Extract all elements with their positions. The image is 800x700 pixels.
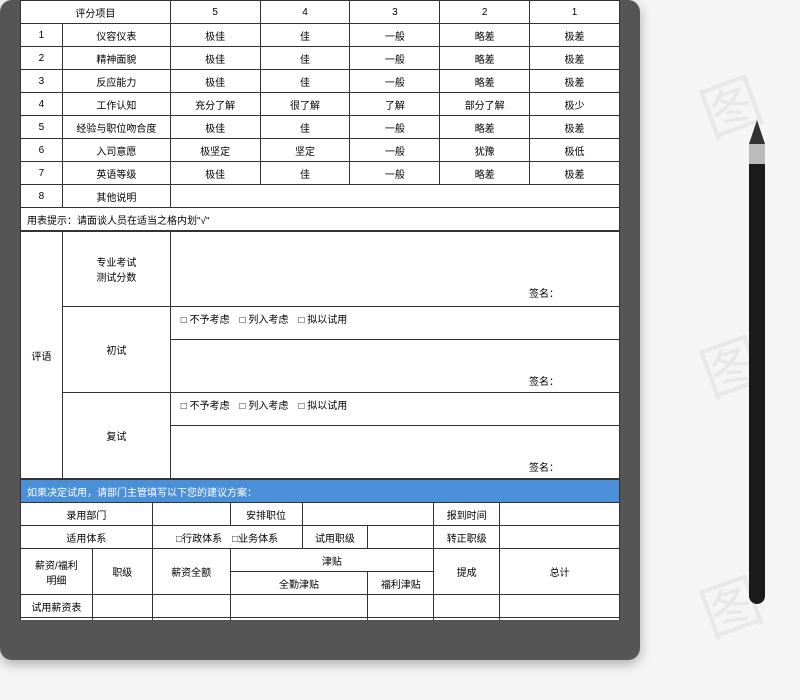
rating-row: 1仪容仪表极佳佳一般略差极差 bbox=[21, 24, 620, 47]
hiring-table: 如果决定试用，请部门主管填写以下您的建议方案： 录用部门 安排职位 报到时间 适… bbox=[20, 479, 620, 620]
rating-table: 评分项目 5 4 3 2 1 1仪容仪表极佳佳一般略差极差2精神面貌极佳佳一般略… bbox=[20, 0, 620, 231]
eval-test: 专业考试 测试分数 bbox=[62, 232, 170, 307]
reg-salary-label: 转正薪资表 bbox=[21, 618, 93, 621]
reglevel-val bbox=[500, 526, 620, 549]
problevel-label: 试用职级 bbox=[302, 526, 368, 549]
salary-detail: 薪资/福利 明细 bbox=[21, 549, 93, 595]
rating-row: 6入司意愿极坚定坚定一般犹豫极低 bbox=[21, 139, 620, 162]
rating-header-5: 5 bbox=[170, 1, 260, 24]
pos-label: 安排职位 bbox=[230, 503, 302, 526]
eval-first: 初试 bbox=[62, 307, 170, 393]
date-label: 报到时间 bbox=[434, 503, 500, 526]
eval-second: 复试 bbox=[62, 393, 170, 479]
rating-row: 2精神面貌极佳佳一般略差极差 bbox=[21, 47, 620, 70]
full-salary-label: 薪资全额 bbox=[152, 549, 230, 595]
problevel-val bbox=[368, 526, 434, 549]
rating-row: 8其他说明 bbox=[21, 185, 620, 208]
rating-header-3: 3 bbox=[350, 1, 440, 24]
total-label: 总计 bbox=[500, 549, 620, 595]
commission-label: 提成 bbox=[434, 549, 500, 595]
document-screen: 评分项目 5 4 3 2 1 1仪容仪表极佳佳一般略差极差2精神面貌极佳佳一般略… bbox=[20, 0, 620, 620]
rating-row: 4工作认知充分了解很了解了解部分了解极少 bbox=[21, 93, 620, 116]
eval-test-sign: 签名： bbox=[170, 232, 619, 307]
pos-val bbox=[302, 503, 434, 526]
dept-label: 录用部门 bbox=[21, 503, 153, 526]
pen bbox=[749, 120, 765, 600]
reglevel-label: 转正职级 bbox=[434, 526, 500, 549]
sys-opt: □行政体系 □业务体系 bbox=[152, 526, 302, 549]
rating-row: 7英语等级极佳佳一般略差极差 bbox=[21, 162, 620, 185]
eval-second-content: □ 不予考虑 □ 列入考虑 □ 拟以试用 签名： bbox=[170, 393, 619, 479]
prob-salary-label: 试用薪资表 bbox=[21, 595, 93, 618]
rating-header-2: 2 bbox=[440, 1, 530, 24]
eval-first-content: □ 不予考虑 □ 列入考虑 □ 拟以试用 签名： bbox=[170, 307, 619, 393]
rating-header-1: 1 bbox=[530, 1, 620, 24]
level-label: 职级 bbox=[92, 549, 152, 595]
blue-bar: 如果决定试用，请部门主管填写以下您的建议方案： bbox=[21, 480, 620, 503]
rating-header-4: 4 bbox=[260, 1, 350, 24]
allowance-label: 津贴 bbox=[230, 549, 434, 572]
dept-val bbox=[152, 503, 230, 526]
rating-header-row: 评分项目 5 4 3 2 1 bbox=[21, 1, 620, 24]
eval-label: 评语 bbox=[21, 232, 63, 479]
sys-label: 适用体系 bbox=[21, 526, 153, 549]
rating-header-item: 评分项目 bbox=[21, 1, 171, 24]
hint-row: 用表提示：请面谈人员在适当之格内划"√" bbox=[21, 208, 620, 231]
tablet-frame: 评分项目 5 4 3 2 1 1仪容仪表极佳佳一般略差极差2精神面貌极佳佳一般略… bbox=[0, 0, 640, 660]
date-val bbox=[500, 503, 620, 526]
rating-row: 3反应能力极佳佳一般略差极差 bbox=[21, 70, 620, 93]
attend-label: 全勤津贴 bbox=[230, 572, 368, 595]
evaluation-table: 评语 专业考试 测试分数 签名： 初试 □ 不予考虑 □ 列入考虑 □ 拟以试用… bbox=[20, 231, 620, 479]
rating-row: 5经验与职位吻合度极佳佳一般略差极差 bbox=[21, 116, 620, 139]
welfare-label: 福利津贴 bbox=[368, 572, 434, 595]
